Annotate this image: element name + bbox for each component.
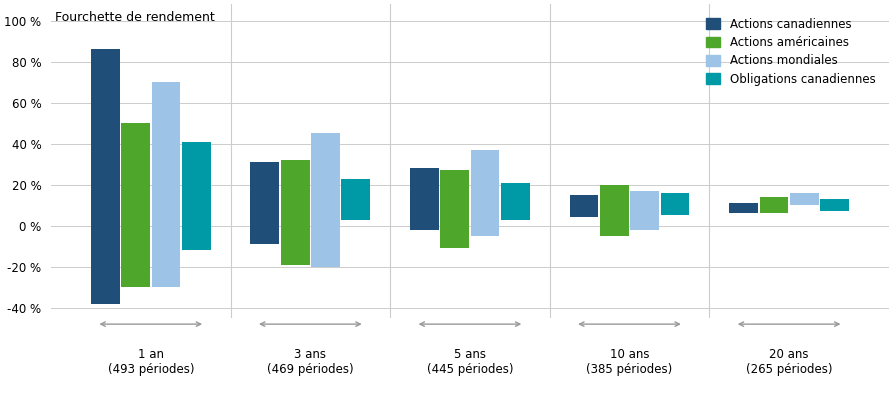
Bar (251, 162, 280, 244)
Legend: Actions canadiennes, Actions américaines, Actions mondiales, Obligations canadie: Actions canadiennes, Actions américaines… (703, 14, 879, 89)
Bar (311, 133, 340, 267)
Bar (501, 183, 530, 220)
Bar (661, 193, 689, 216)
Bar (410, 168, 438, 230)
Bar (820, 199, 849, 211)
Bar (760, 197, 789, 213)
Bar (730, 203, 758, 213)
Bar (790, 193, 819, 205)
Bar (471, 150, 499, 236)
Bar (440, 170, 469, 248)
Bar (280, 160, 310, 265)
Bar (630, 191, 659, 230)
Bar (570, 195, 598, 218)
Bar (600, 185, 629, 236)
Bar (341, 178, 371, 220)
Bar (121, 123, 150, 287)
Bar (152, 82, 180, 287)
Bar (182, 142, 211, 250)
Text: Fourchette de rendement: Fourchette de rendement (55, 11, 214, 24)
Bar (91, 49, 120, 304)
